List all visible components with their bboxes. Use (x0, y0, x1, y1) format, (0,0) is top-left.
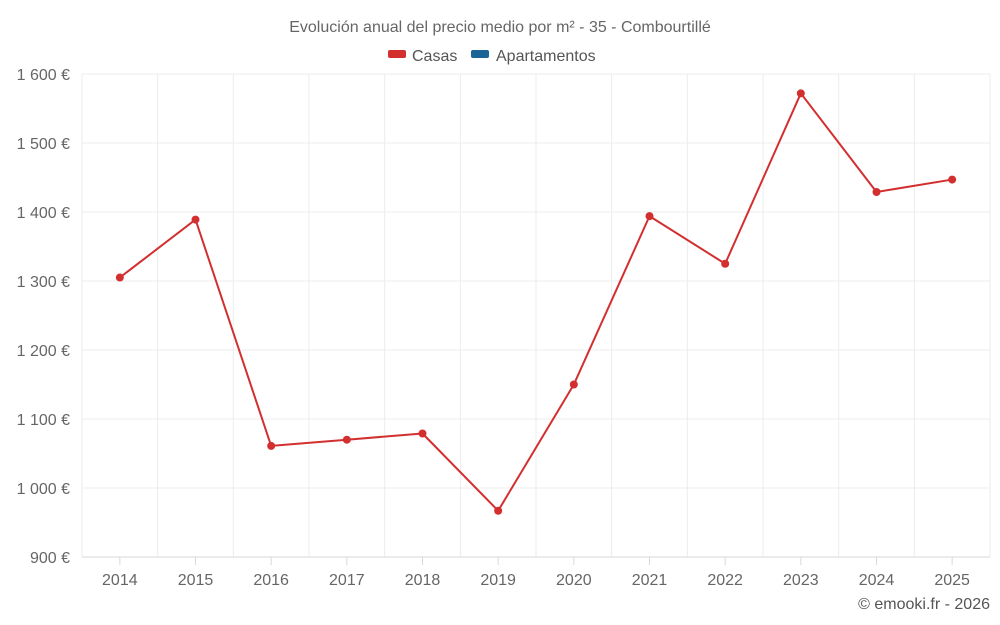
legend-swatch-apartamentos (471, 50, 489, 58)
x-tick-label: 2025 (934, 572, 970, 589)
data-point[interactable] (569, 380, 578, 389)
x-tick-label: 2023 (783, 572, 819, 589)
y-tick-label: 1 600 € (17, 67, 70, 84)
grid (81, 73, 991, 557)
legend-swatch-casas (388, 50, 406, 58)
x-tick-label: 2016 (253, 572, 289, 589)
y-tick-label: 900 € (30, 550, 70, 567)
x-tick-label: 2021 (632, 572, 668, 589)
legend: Casas Apartamentos (388, 48, 596, 65)
chart-title: Evolución anual del precio medio por m² … (289, 19, 711, 36)
legend-label-apartamentos: Apartamentos (496, 48, 596, 65)
x-tick-label: 2018 (405, 572, 441, 589)
y-axis: 900 € 1 000 € 1 100 € 1 200 € 1 300 € 1 400 €… (17, 67, 70, 567)
data-point[interactable] (418, 429, 427, 438)
x-tick-label: 2019 (480, 572, 516, 589)
data-point[interactable] (191, 215, 200, 224)
legend-item-apartamentos[interactable]: Apartamentos (471, 48, 596, 65)
data-point[interactable] (872, 187, 881, 196)
data-point[interactable] (115, 273, 124, 282)
x-tick-label: 2024 (859, 572, 895, 589)
legend-label-casas: Casas (412, 48, 457, 65)
x-tick-label: 2022 (707, 572, 743, 589)
credit: © emooki.fr - 2026 (858, 596, 990, 613)
data-point[interactable] (721, 259, 730, 268)
data-point[interactable] (948, 175, 957, 184)
data-point[interactable] (342, 435, 351, 444)
y-tick-label: 1 500 € (17, 136, 70, 153)
y-tick-label: 1 100 € (17, 412, 70, 429)
data-point[interactable] (267, 441, 276, 450)
y-tick-label: 1 200 € (17, 343, 70, 360)
y-tick-label: 1 000 € (17, 481, 70, 498)
x-tick-label: 2017 (329, 572, 365, 589)
y-tick-label: 1 400 € (17, 205, 70, 222)
series-line-casas (119, 92, 953, 512)
x-tick-label: 2014 (102, 572, 138, 589)
data-point[interactable] (796, 89, 805, 98)
x-tick-label: 2020 (556, 572, 592, 589)
y-tick-label: 1 300 € (17, 274, 70, 291)
x-axis: 2014 2015 2016 2017 2018 2019 2020 2021 2022 2023… (82, 556, 990, 589)
series-casas (115, 89, 957, 515)
legend-item-casas[interactable]: Casas (388, 48, 457, 65)
data-point[interactable] (494, 506, 503, 515)
x-tick-label: 2015 (178, 572, 214, 589)
data-point[interactable] (645, 212, 654, 221)
